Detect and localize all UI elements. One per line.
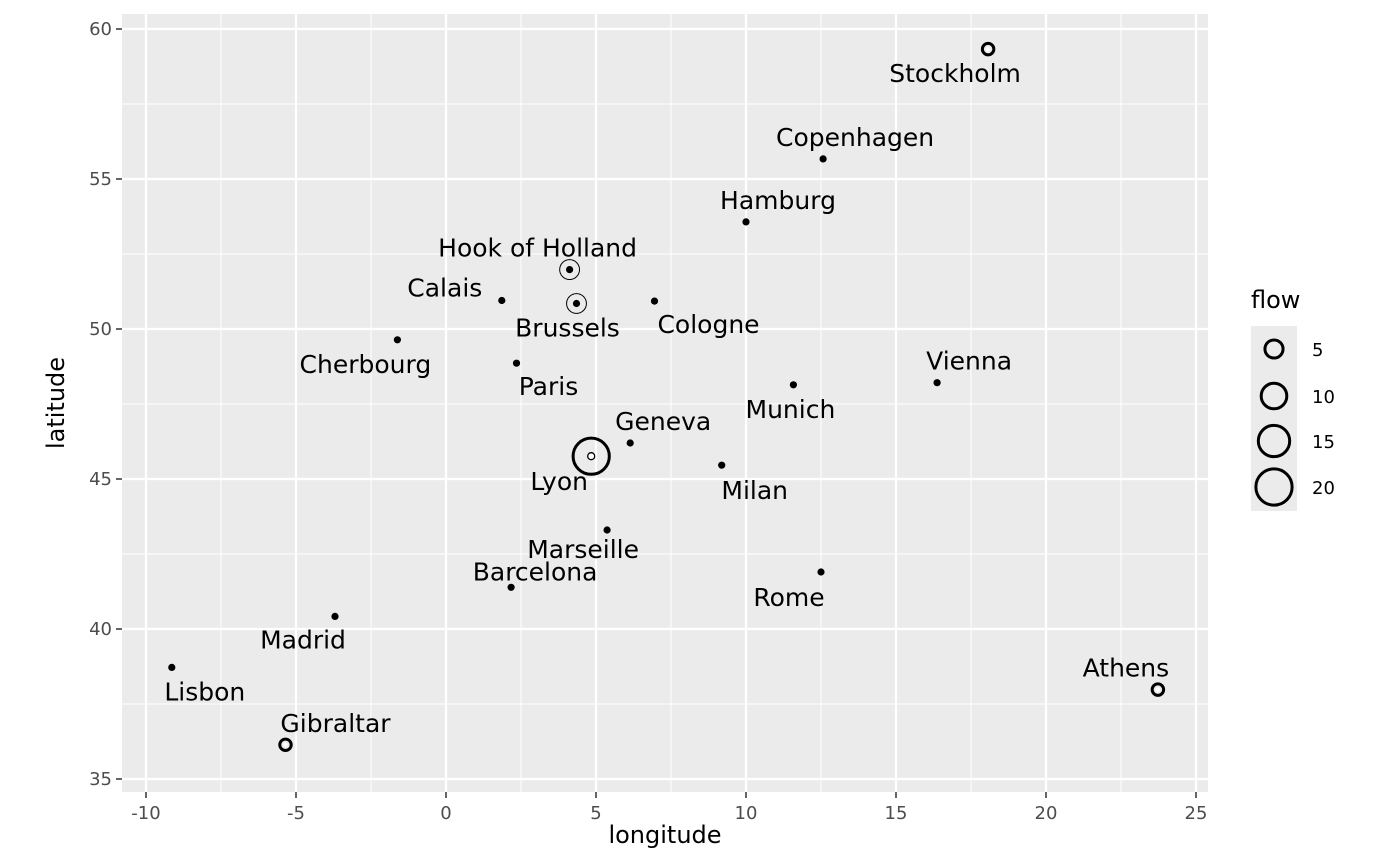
x-tick-label: 10	[735, 803, 758, 824]
point-dot	[566, 266, 574, 274]
legend-label: 20	[1312, 478, 1335, 499]
point-label: Cherbourg	[300, 350, 432, 379]
point-label: Barcelona	[473, 557, 598, 586]
point-label: Gibraltar	[280, 709, 391, 738]
point-label: Rome	[753, 583, 824, 612]
point-dot	[933, 379, 941, 387]
points	[168, 41, 1166, 753]
x-tick-label: 0	[440, 803, 451, 824]
point-label: Calais	[407, 274, 482, 303]
legend-label: 10	[1312, 387, 1335, 408]
point-dot	[603, 526, 611, 534]
point-label: Hamburg	[720, 186, 836, 215]
x-tick-label: 5	[590, 803, 601, 824]
flow-circle	[559, 259, 581, 281]
point-dot	[817, 568, 825, 576]
point-dot	[587, 452, 596, 461]
point-label: Munich	[746, 395, 836, 424]
flow-circle	[1150, 682, 1166, 697]
point-dot	[572, 299, 581, 308]
legend-key-circle	[1256, 423, 1292, 459]
y-tick-label: 60	[89, 19, 112, 40]
point-label: Geneva	[615, 407, 711, 436]
point-dot	[331, 612, 339, 621]
axis-ticks: -10 -5 0 5 10 15 20 25 35 40 45 50 55 60	[89, 19, 1207, 824]
point-label: Brussels	[515, 314, 620, 343]
point-label: Lisbon	[164, 677, 245, 706]
x-tick-label: -5	[287, 803, 305, 824]
y-tick-label: 50	[89, 319, 112, 340]
point-dot	[819, 155, 827, 163]
y-tick-label: 40	[89, 619, 112, 640]
point-dot	[742, 218, 750, 226]
legend-label: 15	[1312, 432, 1335, 453]
x-axis-title: longitude	[608, 821, 721, 849]
point-dot	[789, 381, 798, 389]
point-dot	[650, 297, 659, 305]
point-label: Paris	[519, 372, 579, 401]
x-tick-label: -10	[131, 803, 160, 824]
point-label: Athens	[1083, 654, 1170, 683]
y-axis-title: latitude	[42, 357, 70, 449]
gridlines	[122, 14, 1208, 792]
flow-circle	[571, 436, 611, 476]
point-dot	[393, 336, 401, 344]
legend-title: flow	[1251, 286, 1300, 314]
point-label: Copenhagen	[776, 123, 934, 152]
point-dot	[507, 583, 515, 591]
panel-background	[122, 14, 1208, 792]
point-label: Cologne	[657, 310, 759, 339]
flow-circle	[980, 41, 996, 57]
legend-key-circle	[1263, 338, 1285, 360]
point-dot	[168, 663, 176, 672]
point-label: Madrid	[260, 625, 346, 654]
point-dot	[512, 359, 521, 367]
x-tick-label: 25	[1185, 803, 1208, 824]
x-tick-label: 15	[885, 803, 908, 824]
point-label: Marseille	[527, 535, 639, 564]
point-label: Lyon	[530, 467, 588, 496]
point-labels: Stockholm Copenhagen Hamburg Hook of Hollan…	[164, 59, 1169, 738]
legend-label: 5	[1312, 340, 1323, 361]
y-tick-label: 55	[89, 169, 112, 190]
y-tick-label: 45	[89, 469, 112, 490]
legend-key-circle	[1254, 467, 1294, 507]
y-tick-label: 35	[89, 769, 112, 790]
point-label: Vienna	[926, 347, 1012, 376]
legend: flow 5 10 15 20	[1251, 286, 1335, 511]
legend-key-background	[1251, 326, 1297, 511]
point-dot	[498, 296, 506, 305]
point-dot	[626, 439, 634, 447]
point-dot	[718, 461, 726, 469]
flow-circle	[566, 293, 587, 314]
flow-circle	[278, 737, 293, 753]
point-dot	[283, 742, 288, 747]
point-dot	[985, 46, 991, 52]
x-tick-label: 20	[1035, 803, 1058, 824]
point-label: Milan	[721, 476, 788, 505]
point-dot	[1155, 687, 1161, 692]
point-label: Hook of Holland	[438, 234, 637, 263]
legend-key-circle	[1259, 381, 1289, 411]
point-label: Stockholm	[889, 59, 1021, 88]
